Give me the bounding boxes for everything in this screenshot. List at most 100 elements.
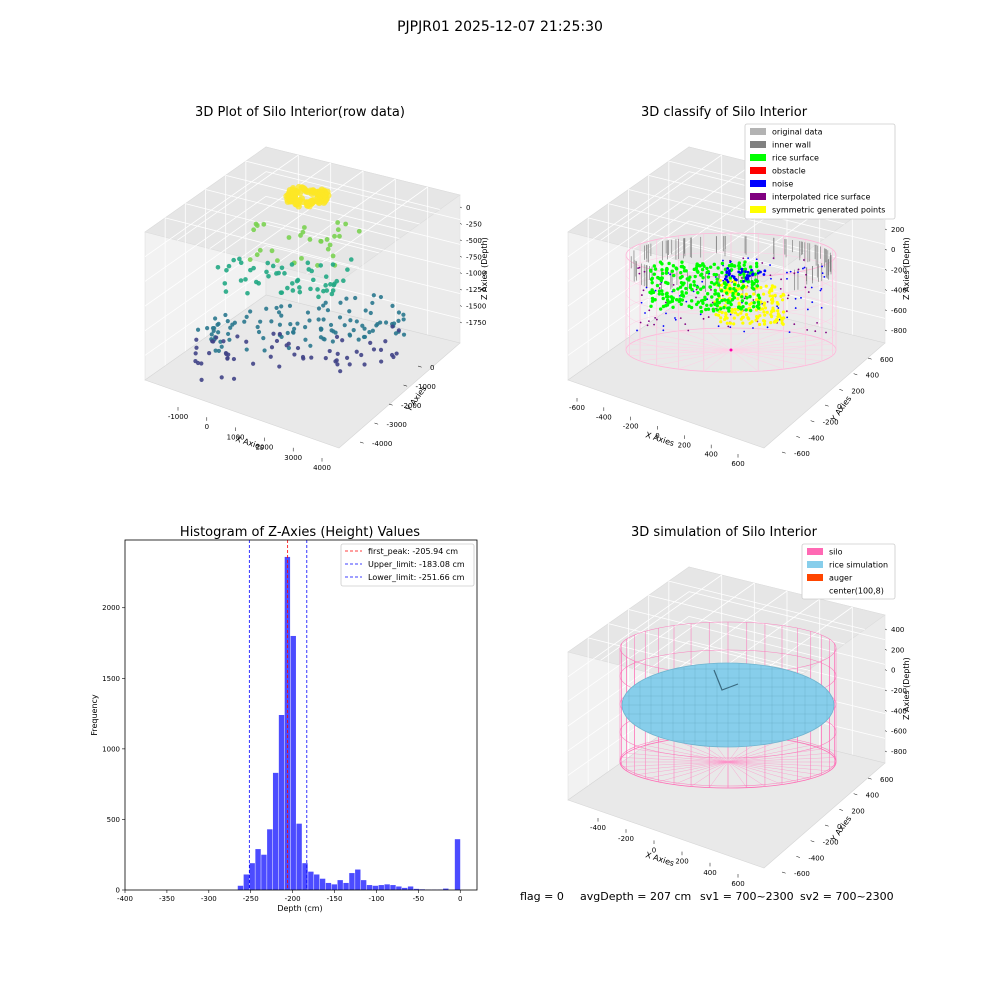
silo-floor-line: [730, 334, 806, 351]
tick-mark: [810, 420, 815, 423]
legend-label: Lower_limit: -251.66 cm: [368, 573, 465, 582]
data-point: [270, 263, 276, 269]
legend-label: interpolated rice surface: [772, 193, 870, 202]
rice-surface-point: [687, 304, 691, 308]
data-point: [340, 338, 345, 343]
data-point: [213, 348, 218, 353]
symmetric-point: [759, 300, 763, 304]
histogram-frame: [124, 539, 478, 891]
tick-mark: [884, 289, 887, 291]
tick-mark: [839, 389, 844, 391]
symmetric-point: [775, 318, 779, 322]
symmetric-point: [768, 288, 772, 292]
data-point: [317, 198, 324, 205]
legend-frame: [744, 123, 896, 220]
legend-swatch: [750, 141, 766, 148]
symmetric-point: [719, 283, 724, 287]
noise-point: [816, 321, 818, 324]
tick-label: 0: [891, 667, 895, 675]
noise-point: [763, 269, 767, 273]
tick-label: -600: [569, 404, 585, 412]
tick-label: -750: [466, 253, 482, 261]
data-point: [348, 257, 354, 262]
data-point: [266, 273, 271, 279]
noise-point: [805, 273, 807, 276]
tick-label: 200: [851, 387, 864, 395]
tick-label: 400: [866, 792, 879, 800]
data-point: [279, 265, 285, 271]
tick-label: 200: [891, 226, 904, 234]
noise-point: [639, 321, 642, 324]
data-point: [228, 325, 233, 330]
noise-point: [761, 262, 764, 264]
data-point: [231, 257, 236, 263]
data-point: [334, 334, 340, 339]
symmetric-point: [736, 297, 740, 301]
noise-point: [674, 318, 677, 321]
rice-surface-point: [665, 298, 670, 302]
noise-point: [654, 289, 657, 292]
auger-mark: [713, 669, 739, 691]
legend-label: first_peak: -205.94 cm: [368, 547, 458, 556]
noise-point: [797, 271, 799, 274]
data-point: [367, 329, 372, 335]
noise-point: [742, 279, 745, 283]
data-point: [342, 323, 347, 328]
noise-point: [821, 265, 823, 268]
histogram-bar: [243, 874, 250, 890]
rice-surface-point: [680, 274, 684, 279]
noise-point: [766, 326, 769, 329]
data-point: [231, 356, 237, 362]
rice-surface-point: [720, 270, 724, 275]
symmetric-point: [719, 316, 723, 320]
panel1-points: [193, 183, 407, 382]
symmetric-point: [763, 319, 767, 323]
data-point: [248, 309, 253, 314]
rice-surface-point: [699, 305, 703, 310]
tick-mark: [884, 329, 887, 332]
tick-label: 600: [880, 356, 893, 364]
data-point: [219, 344, 224, 349]
silo-floor-line: [658, 741, 729, 763]
histogram-ticks: -400 -350 -300 -250 -200 -150 -100 -50 0 0 500 1000…: [102, 604, 462, 903]
noise-point: [727, 325, 730, 328]
data-point: [242, 319, 247, 324]
data-point: [292, 326, 297, 331]
silo-floor-line: [730, 349, 833, 356]
symmetric-point: [781, 292, 785, 296]
silo-floor-line: [730, 349, 759, 372]
x-tick-label: -200: [285, 895, 301, 903]
data-point: [337, 315, 343, 320]
noise-point: [820, 306, 823, 309]
tick-label: -200: [823, 839, 839, 847]
symmetric-point: [770, 301, 774, 305]
tick-mark: [459, 206, 462, 209]
panel2-floor: [567, 294, 886, 449]
data-point: [328, 322, 334, 328]
symmetric-point: [762, 310, 766, 314]
data-point: [308, 197, 315, 205]
noise-point: [820, 288, 823, 290]
noise-point: [786, 316, 789, 319]
data-point: [327, 348, 332, 354]
histogram-bar: [319, 878, 326, 890]
data-point: [371, 347, 377, 352]
data-point: [221, 339, 226, 344]
legend-swatch: [807, 548, 823, 555]
tick-label: 400: [866, 372, 879, 380]
tick-label: 0: [891, 246, 895, 254]
histogram-bar: [407, 886, 414, 890]
rice-surface-point: [701, 275, 705, 280]
rice-surface-point: [699, 309, 704, 314]
noise-point: [785, 310, 788, 313]
noise-point: [756, 271, 760, 275]
legend-frame: [340, 543, 475, 587]
symmetric-point: [720, 310, 724, 315]
symmetric-point: [754, 308, 758, 312]
tick-mark: [853, 793, 858, 796]
noise-point: [727, 269, 731, 273]
symmetric-point: [733, 311, 738, 315]
data-point: [298, 233, 303, 238]
data-point: [325, 246, 331, 252]
noise-point: [644, 312, 646, 314]
